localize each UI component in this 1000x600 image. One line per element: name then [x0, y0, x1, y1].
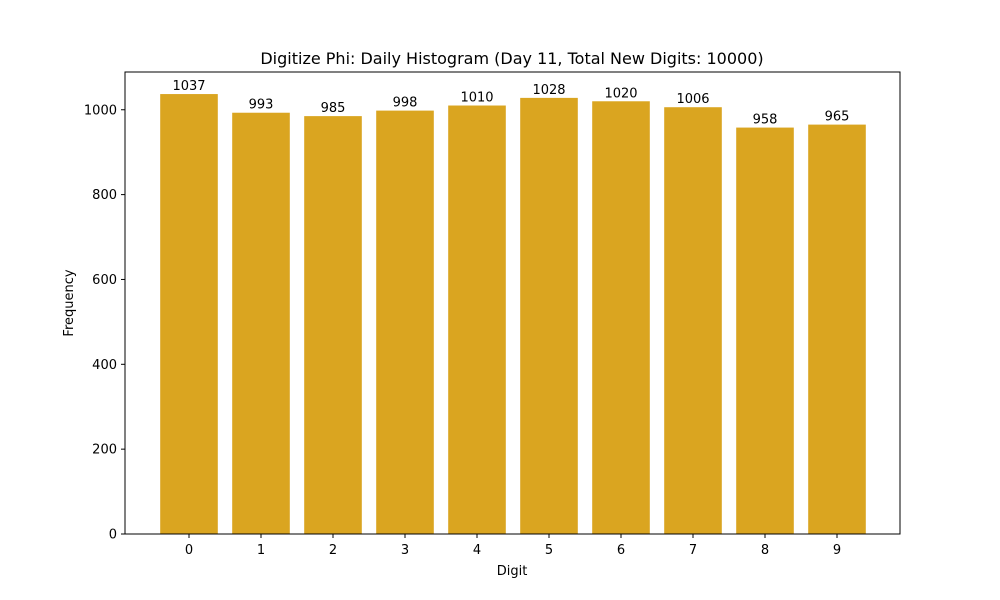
- y-axis-label: Frequency: [62, 269, 77, 336]
- x-tick-label: 9: [833, 543, 841, 558]
- bar-digit-7: [664, 107, 722, 534]
- bar-digit-6: [592, 101, 650, 534]
- bar-value-label: 1037: [172, 79, 205, 94]
- x-axis: 0 1 2 3 4 5 6 7 8 9: [185, 534, 841, 558]
- bar-digit-2: [304, 116, 362, 534]
- bar-value-label: 993: [249, 98, 274, 113]
- x-tick-label: 2: [329, 543, 337, 558]
- bar-value-label: 998: [393, 96, 418, 111]
- x-tick-label: 5: [545, 543, 553, 558]
- bar-value-label: 1006: [676, 92, 709, 107]
- x-tick-label: 8: [761, 543, 769, 558]
- bar-value-label: 1010: [460, 91, 493, 106]
- bar-value-label: 1028: [532, 83, 565, 98]
- x-tick-label: 3: [401, 543, 409, 558]
- y-tick-label: 400: [92, 358, 117, 373]
- bar-digit-8: [736, 127, 794, 535]
- bar-digit-0: [160, 94, 218, 534]
- bar-digit-3: [376, 110, 434, 534]
- plot-frame: [124, 71, 901, 535]
- bar-digit-5: [520, 97, 578, 534]
- bars: [160, 94, 866, 535]
- bar-value-label: 958: [753, 113, 778, 128]
- x-tick-label: 4: [473, 543, 481, 558]
- x-axis-label: Digit: [497, 564, 528, 579]
- y-tick-label: 200: [92, 443, 117, 458]
- y-tick-label: 600: [92, 273, 117, 288]
- y-axis: 0 200 400 600 800 1000: [84, 103, 125, 543]
- y-tick-label: 800: [92, 188, 117, 203]
- bar-value-label: 985: [321, 101, 346, 116]
- bar-value-label: 1020: [604, 86, 637, 101]
- bar-value-label: 965: [825, 110, 850, 125]
- chart-title: Digitize Phi: Daily Histogram (Day 11, T…: [260, 49, 763, 68]
- bar-digit-9: [808, 124, 866, 534]
- y-tick-label: 1000: [84, 103, 117, 118]
- x-tick-label: 1: [257, 543, 265, 558]
- bar-digit-4: [448, 105, 506, 535]
- x-tick-label: 0: [185, 543, 193, 558]
- x-tick-label: 6: [617, 543, 625, 558]
- bar-value-labels: 1037 993 985 998 1010 1028 1020 1006 958 965: [172, 79, 849, 128]
- y-tick-label: 0: [109, 528, 117, 543]
- x-tick-label: 7: [689, 543, 697, 558]
- bar-digit-1: [232, 112, 290, 535]
